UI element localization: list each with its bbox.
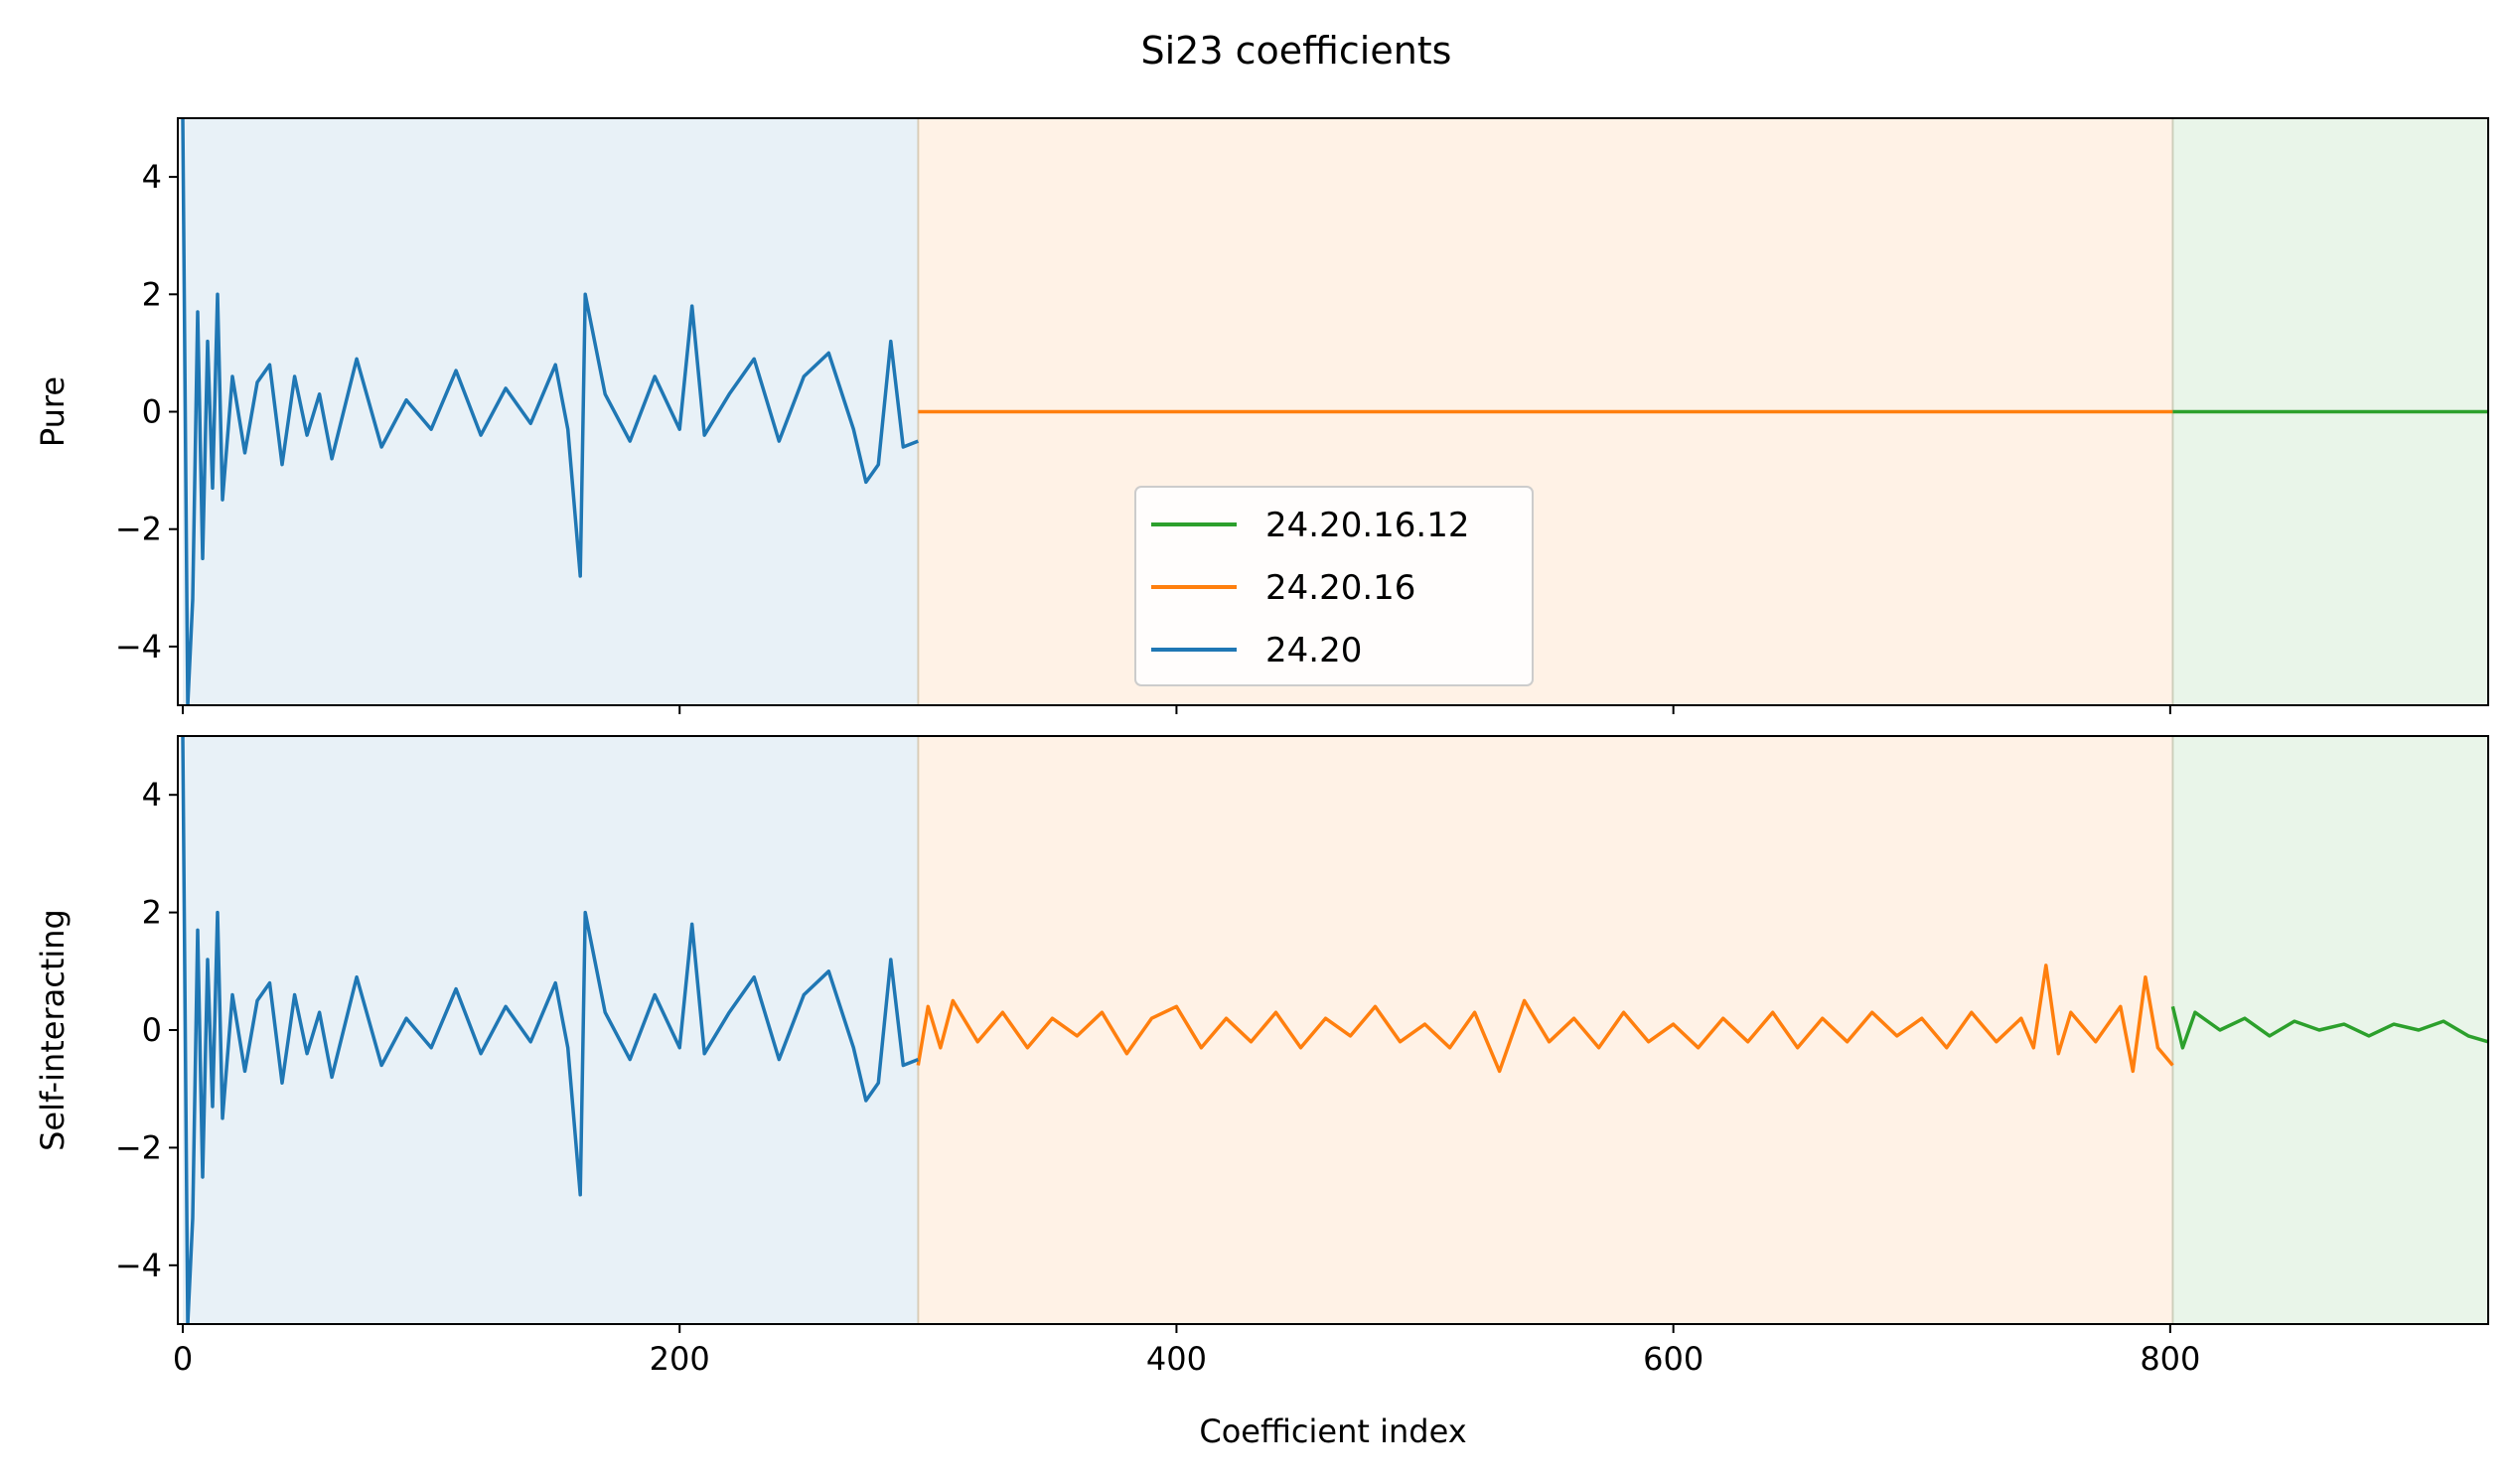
legend-box <box>1134 486 1534 686</box>
y-tick-label: −4 <box>115 628 162 666</box>
chart-title: Si23 coefficients <box>1141 29 1452 73</box>
x-tick-label: 0 <box>173 1340 193 1378</box>
series-line-24-20-16-12 <box>2170 1005 2488 1050</box>
panel-pure: −4 −2 0 2 4 Pure <box>34 117 2489 714</box>
series-line-24-20-16 <box>916 964 2174 1074</box>
x-tick-label: 600 <box>1643 1340 1703 1378</box>
y-tick-label: −2 <box>115 511 162 548</box>
y-tick-label: −4 <box>115 1247 162 1284</box>
legend-label: 24.20.16.12 <box>1265 506 1469 545</box>
x-tick-label: 800 <box>2140 1340 2200 1378</box>
region-band-0 <box>183 118 919 705</box>
y-tick-label: 0 <box>142 1011 162 1049</box>
series-line-24-20 <box>181 736 919 1324</box>
y-axis-label: Self-interacting <box>34 909 72 1151</box>
y-axis-label: Pure <box>34 376 72 447</box>
panel-self-interacting: −4 −2 0 2 4 0 200 400 600 800 Self-interacting <box>34 735 2489 1378</box>
series-line-24-20 <box>181 118 919 705</box>
region-band-1 <box>918 736 2173 1324</box>
legend: 24.20.16.12 24.20.16 24.20 <box>1134 486 1534 686</box>
y-tick-label: 4 <box>142 776 162 814</box>
region-band-2 <box>2172 736 2488 1324</box>
y-tick-label: 4 <box>142 158 162 196</box>
y-tick-label: 2 <box>142 894 162 932</box>
y-tick-label: −2 <box>115 1128 162 1166</box>
x-tick-label: 200 <box>650 1340 710 1378</box>
x-axis-label: Coefficient index <box>1199 1412 1466 1450</box>
y-tick-label: 0 <box>142 393 162 431</box>
x-tick-label: 400 <box>1146 1340 1207 1378</box>
legend-label: 24.20 <box>1265 631 1362 670</box>
region-band-0 <box>183 736 919 1324</box>
legend-label: 24.20.16 <box>1265 568 1415 608</box>
y-tick-label: 2 <box>142 275 162 313</box>
